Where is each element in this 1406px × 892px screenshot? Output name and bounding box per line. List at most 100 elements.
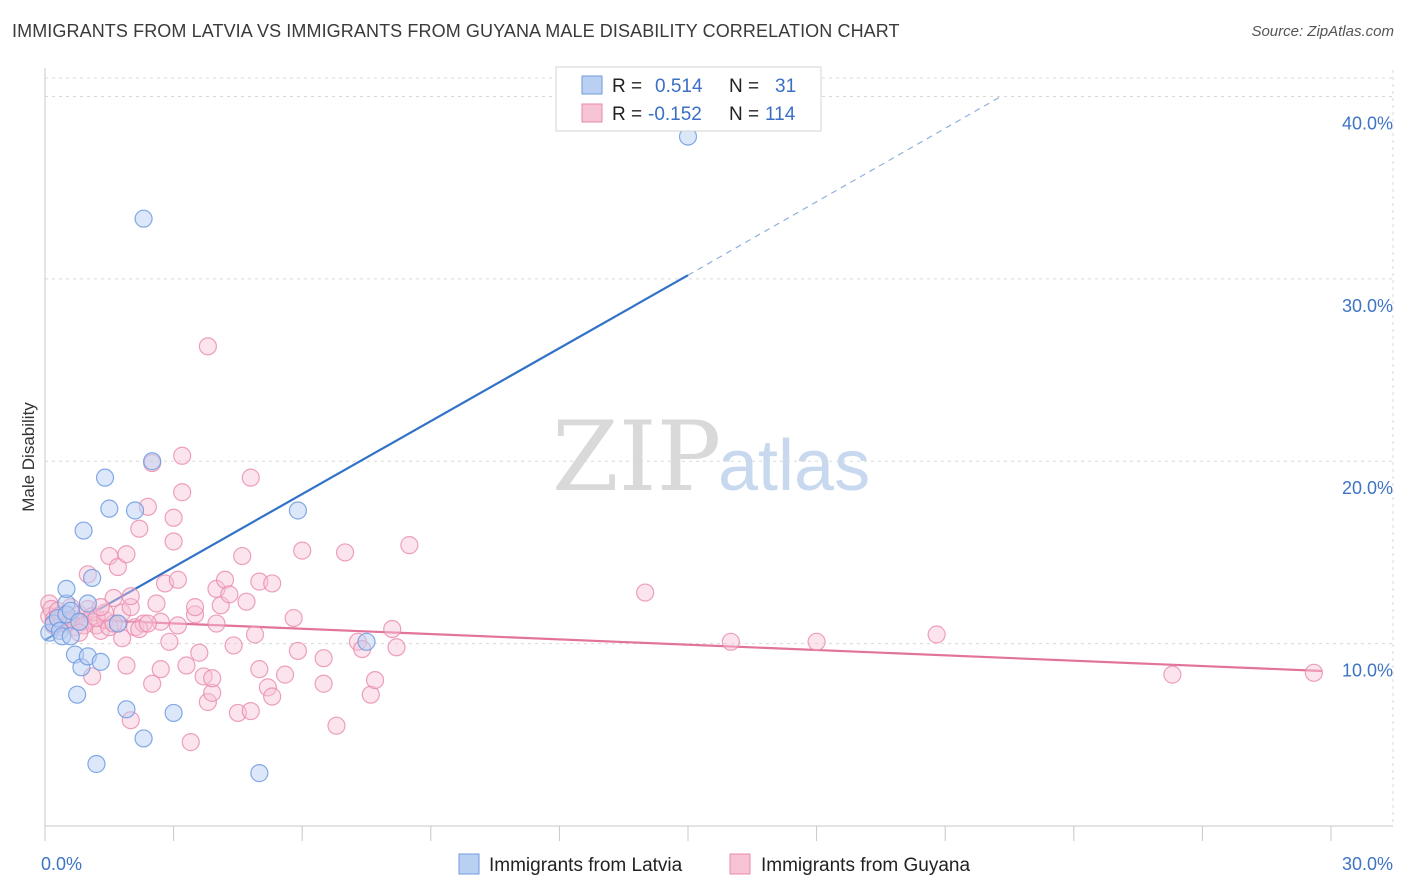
point-guyana xyxy=(1304,663,1323,682)
point-guyana xyxy=(130,519,149,538)
point-guyana xyxy=(185,598,205,617)
point-guyana xyxy=(168,570,187,589)
source-label: Source: ZipAtlas.com xyxy=(1251,23,1394,40)
point-guyana xyxy=(117,545,136,564)
point-guyana xyxy=(288,641,308,661)
point-guyana xyxy=(224,636,243,655)
point-guyana xyxy=(151,660,170,679)
bottom-legend-swatch-guyana xyxy=(729,853,751,875)
point-latvia xyxy=(95,468,115,487)
point-latvia xyxy=(74,521,93,540)
point-guyana xyxy=(173,446,192,465)
point-latvia xyxy=(164,703,183,723)
point-guyana xyxy=(138,614,157,633)
point-guyana xyxy=(383,619,402,639)
legend-r-label-latvia: R = xyxy=(612,76,642,97)
point-guyana xyxy=(173,483,192,502)
point-latvia xyxy=(117,700,136,719)
point-guyana xyxy=(164,532,183,551)
point-guyana xyxy=(250,660,269,679)
point-guyana xyxy=(207,614,226,633)
legend-r-label-guyana: R = xyxy=(612,104,642,125)
point-latvia xyxy=(100,499,119,518)
point-latvia xyxy=(83,568,102,588)
point-guyana xyxy=(258,678,278,697)
point-guyana xyxy=(241,468,260,487)
point-guyana xyxy=(721,632,740,651)
point-latvia xyxy=(57,579,76,599)
point-latvia xyxy=(357,632,376,651)
point-guyana xyxy=(365,670,385,690)
point-guyana xyxy=(263,574,282,593)
point-guyana xyxy=(143,674,162,693)
point-guyana xyxy=(117,656,136,675)
point-latvia xyxy=(143,452,162,471)
point-latvia xyxy=(91,652,110,671)
legend-n-label-latvia: N = xyxy=(729,76,759,97)
point-latvia xyxy=(78,594,97,613)
stats-legend: R = 0.514 N = 31 R = -0.152 N = 114 xyxy=(555,66,822,132)
y-axis-label: Male Disability xyxy=(19,402,38,512)
y-tick-label: 40.0% xyxy=(1342,113,1393,133)
point-guyana xyxy=(400,536,419,555)
x-tick-label: 30.0% xyxy=(1342,854,1393,874)
watermark-atlas: atlas xyxy=(718,426,870,506)
point-guyana xyxy=(284,608,303,628)
point-guyana xyxy=(233,546,252,566)
point-guyana xyxy=(327,716,346,735)
point-guyana xyxy=(263,687,282,706)
point-latvia xyxy=(134,209,153,228)
point-guyana xyxy=(203,683,222,702)
point-guyana xyxy=(215,570,235,589)
point-guyana xyxy=(241,701,260,721)
point-latvia xyxy=(61,627,80,646)
trendline-latvia-extension xyxy=(687,95,1002,276)
y-tick-label: 20.0% xyxy=(1342,478,1393,498)
point-guyana xyxy=(807,632,826,651)
data-points xyxy=(40,127,1323,783)
legend-swatch-guyana xyxy=(581,103,603,123)
point-guyana xyxy=(1163,665,1182,684)
point-guyana xyxy=(203,669,222,688)
point-latvia xyxy=(134,729,153,748)
point-guyana xyxy=(168,616,187,635)
point-guyana xyxy=(160,632,179,651)
trend-lines xyxy=(44,95,1323,673)
point-guyana xyxy=(293,541,312,560)
point-latvia xyxy=(68,685,87,704)
point-guyana xyxy=(164,508,183,527)
point-guyana xyxy=(636,583,655,602)
watermark: ZIP atlas xyxy=(552,401,870,513)
series-legend: Immigrants from Latvia Immigrants from G… xyxy=(458,853,970,876)
point-latvia xyxy=(125,501,145,520)
x-tick-label: 0.0% xyxy=(41,854,82,874)
bottom-legend-label-guyana: Immigrants from Guyana xyxy=(761,855,970,876)
trendline-latvia xyxy=(44,274,689,641)
legend-n-value-guyana: 114 xyxy=(765,104,796,125)
y-tick-label: 30.0% xyxy=(1342,296,1393,316)
watermark-zip: ZIP xyxy=(552,401,721,513)
point-latvia xyxy=(87,754,106,774)
point-latvia xyxy=(70,612,89,631)
tick-labels: 10.0% 20.0% 30.0% 40.0% 0.0% 30.0% xyxy=(41,113,1393,874)
point-guyana xyxy=(245,625,265,644)
point-guyana xyxy=(361,685,380,704)
legend-n-value-latvia: 31 xyxy=(775,76,796,97)
bottom-legend-swatch-latvia xyxy=(458,853,480,875)
y-tick-label: 10.0% xyxy=(1342,661,1393,681)
point-latvia xyxy=(108,614,127,633)
point-guyana xyxy=(927,625,946,644)
point-guyana xyxy=(147,594,166,613)
bottom-legend-label-latvia: Immigrants from Latvia xyxy=(489,855,683,876)
point-guyana xyxy=(121,587,140,606)
point-guyana xyxy=(198,337,217,356)
point-guyana xyxy=(177,656,196,675)
chart-title: IMMIGRANTS FROM LATVIA VS IMMIGRANTS FRO… xyxy=(12,21,900,41)
point-guyana xyxy=(181,733,200,752)
point-latvia xyxy=(250,764,269,783)
point-guyana xyxy=(314,674,333,693)
point-guyana xyxy=(198,692,217,712)
point-guyana xyxy=(220,585,239,604)
point-guyana xyxy=(190,643,209,662)
